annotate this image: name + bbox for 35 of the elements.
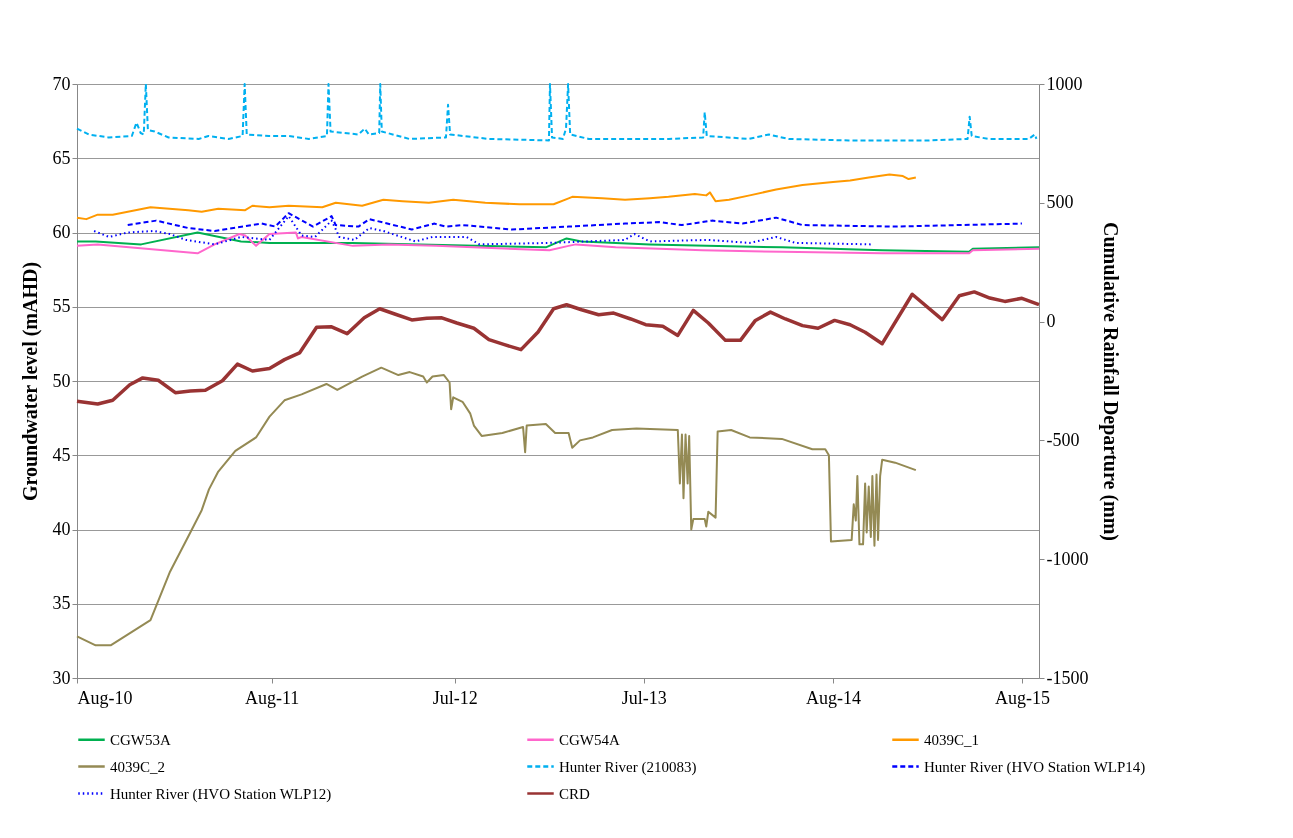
legend-label: Hunter River (HVO Station WLP14) xyxy=(924,758,1146,776)
y2-tick-label: -1000 xyxy=(1046,548,1089,569)
legend-label: 4039C_1 xyxy=(924,731,980,748)
x-tick-label: Jul-12 xyxy=(432,687,478,708)
y-tick-label: 30 xyxy=(52,667,71,688)
y-tick-label: 35 xyxy=(52,593,71,614)
y-tick-label: 60 xyxy=(52,222,71,242)
y2-tick-label: 1000 xyxy=(1046,73,1083,94)
y-tick-label: 65 xyxy=(52,147,71,168)
y2-axis-title: Cumulative Rainfall Departure (mm) xyxy=(1099,221,1123,542)
line-series xyxy=(75,290,1041,406)
y2-tick-label: 0 xyxy=(1046,311,1056,332)
x-tick-label: Jul-13 xyxy=(621,687,667,708)
y-axis-title: Groundwater level (mAHD) xyxy=(18,261,42,502)
legend-label: Hunter River (210083) xyxy=(559,758,697,776)
legend-label: CGW53A xyxy=(110,731,171,748)
x-tick-label: Aug-14 xyxy=(806,687,862,708)
x-tick-label: Aug-15 xyxy=(994,687,1050,708)
y-tick-label: 55 xyxy=(52,296,71,317)
y-tick-label: 40 xyxy=(52,519,71,539)
x-tick-label: Aug-10 xyxy=(77,687,133,708)
legend-label: Hunter River (HVO Station WLP12) xyxy=(110,785,332,803)
x-tick-label: Aug-11 xyxy=(244,687,300,708)
line-series xyxy=(76,83,1038,142)
line-series xyxy=(76,173,917,221)
line-series xyxy=(76,366,917,647)
y2-tick-label: -1500 xyxy=(1046,667,1089,688)
y2-tick-label: -500 xyxy=(1046,429,1080,450)
legend-label: CGW54A xyxy=(559,731,620,748)
y-tick-label: 45 xyxy=(52,444,71,465)
y-tick-label: 70 xyxy=(52,73,71,94)
legend-label: CRD xyxy=(559,785,591,802)
y2-tick-label: 500 xyxy=(1046,192,1074,213)
legend-label: 4039C_2 xyxy=(110,758,166,775)
y-tick-label: 50 xyxy=(52,370,71,391)
